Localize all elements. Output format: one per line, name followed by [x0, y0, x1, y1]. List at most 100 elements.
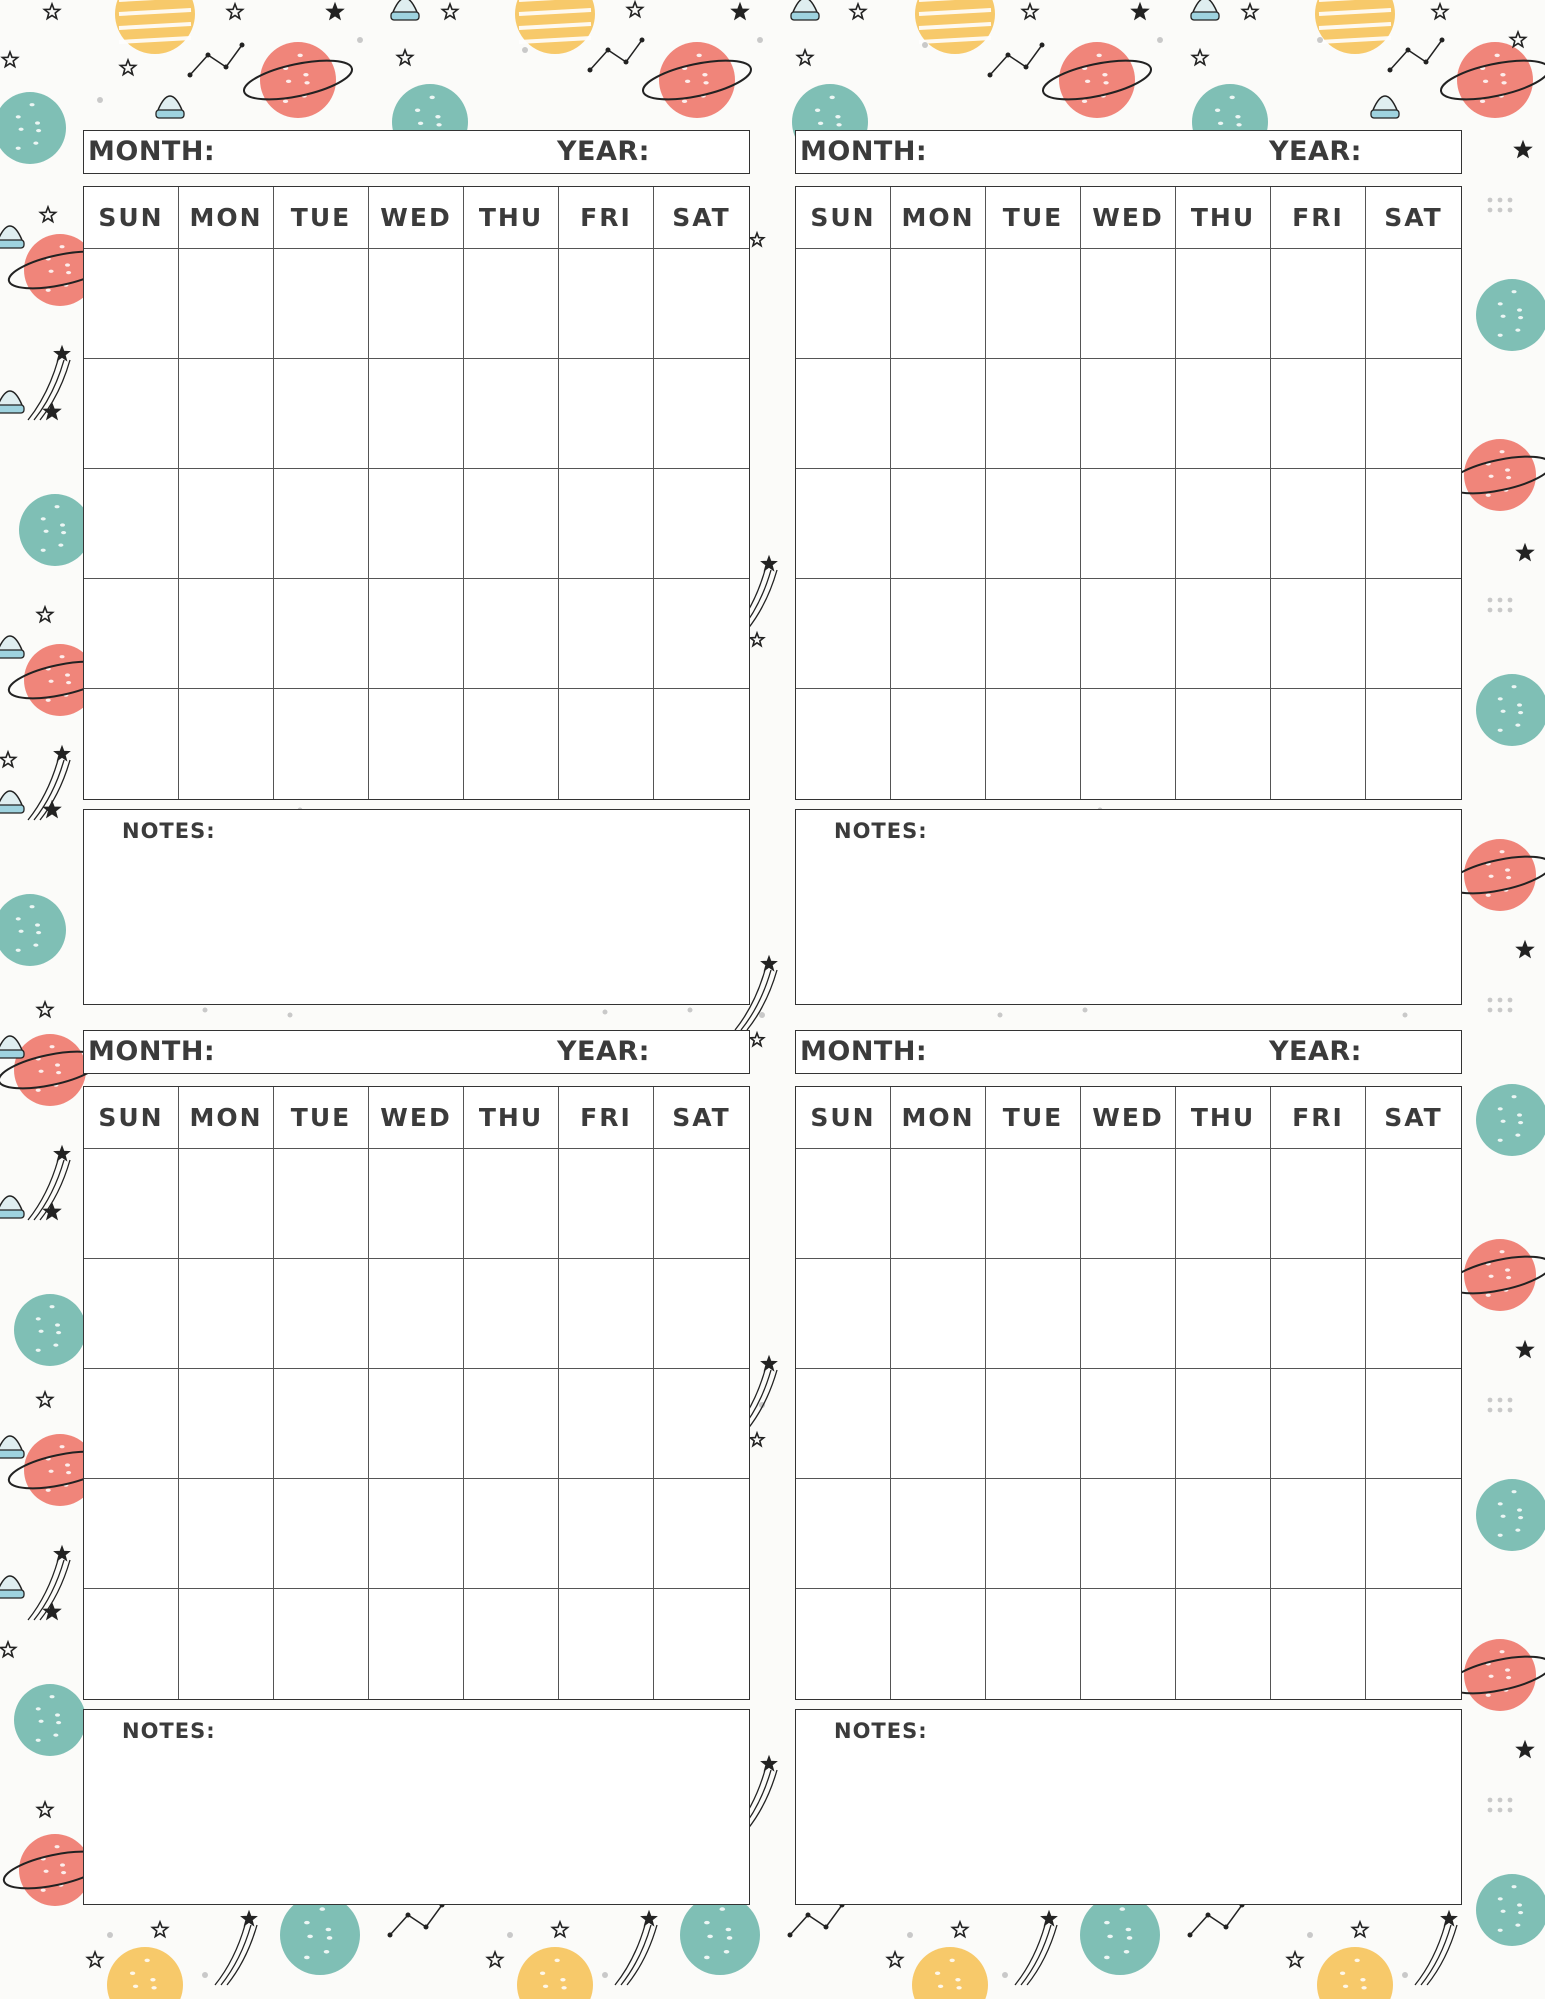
- day-cell: [891, 1259, 986, 1369]
- planet-icon: [0, 894, 66, 966]
- day-cell: [464, 1259, 559, 1369]
- day-cell: [1271, 249, 1366, 359]
- star-icon: [42, 1201, 62, 1221]
- day-cell: [1271, 359, 1366, 469]
- shooting-star-icon: [1414, 1924, 1458, 1986]
- day-header-tue: TUE: [274, 1087, 369, 1149]
- dots-icon: [107, 1932, 113, 1938]
- constellation-icon: [987, 42, 1045, 78]
- notes-box: NOTES:: [83, 809, 750, 1005]
- dots-icon: [1487, 607, 1493, 613]
- day-cell: [796, 1259, 891, 1369]
- year-label: YEAR:: [1269, 136, 1362, 167]
- star-icon: [760, 554, 778, 572]
- day-header-sat: SAT: [1366, 1087, 1461, 1149]
- day-cell: [84, 1259, 179, 1369]
- month-label: MONTH:: [800, 136, 928, 167]
- day-cell: [1271, 689, 1366, 799]
- notes-box: NOTES:: [795, 809, 1462, 1005]
- day-cell: [369, 1369, 464, 1479]
- dots-icon: [1487, 997, 1493, 1003]
- planet-icon: [280, 1895, 360, 1975]
- day-cell: [369, 1149, 464, 1259]
- day-cell: [369, 689, 464, 799]
- star-icon: [950, 1919, 970, 1939]
- day-cell: [179, 249, 274, 359]
- day-header-wed: WED: [369, 187, 464, 249]
- day-cell: [1176, 1369, 1271, 1479]
- day-cell: [796, 1149, 891, 1259]
- dots-icon: [997, 1012, 1003, 1018]
- star-icon: [748, 1430, 766, 1448]
- day-cell: [84, 689, 179, 799]
- dots-icon: [1497, 597, 1503, 603]
- month-year-header: MONTH: YEAR:: [795, 1030, 1462, 1074]
- planet-icon: [515, 0, 595, 54]
- dots-icon: [687, 1007, 693, 1013]
- star-icon: [42, 1, 62, 21]
- calendar-panel-top-left: MONTH: YEAR: SUN MON TUE WED THU FRI SAT NOTES…: [83, 130, 750, 1005]
- dots-icon: [97, 97, 103, 103]
- shooting-star-icon: [614, 1924, 658, 1986]
- day-cell: [559, 689, 654, 799]
- day-header-mon: MON: [179, 187, 274, 249]
- planet-icon: [107, 1947, 183, 1999]
- day-cell: [796, 249, 891, 359]
- calendar-panel-bottom-right: MONTH: YEAR: SUN MON TUE WED THU FRI SAT NOTES…: [795, 1030, 1462, 1905]
- star-icon: [150, 1919, 170, 1939]
- day-cell: [1366, 469, 1461, 579]
- year-label: YEAR:: [1269, 1036, 1362, 1067]
- day-cell: [559, 359, 654, 469]
- star-icon: [35, 1389, 55, 1409]
- day-cell: [891, 249, 986, 359]
- star-icon: [0, 1639, 18, 1659]
- notes-box: NOTES:: [83, 1709, 750, 1905]
- ufo-icon: [790, 0, 820, 21]
- calendar-panel-bottom-left: MONTH: YEAR: SUN MON TUE WED THU FRI SAT NOTES…: [83, 1030, 750, 1905]
- day-cell: [274, 249, 369, 359]
- day-cell: [986, 689, 1081, 799]
- day-cell: [654, 469, 749, 579]
- constellation-icon: [187, 42, 245, 78]
- dots-icon: [602, 1009, 608, 1015]
- dots-icon: [1507, 997, 1513, 1003]
- day-cell: [891, 1149, 986, 1259]
- day-cell: [179, 1369, 274, 1479]
- day-cell: [986, 1479, 1081, 1589]
- day-cell: [274, 1259, 369, 1369]
- day-cell: [891, 579, 986, 689]
- year-label: YEAR:: [557, 136, 650, 167]
- day-cell: [654, 1149, 749, 1259]
- ufo-icon: [0, 1195, 25, 1219]
- constellation-icon: [387, 1902, 445, 1938]
- star-icon: [85, 1949, 105, 1969]
- planet-icon: [7, 1434, 113, 1506]
- day-cell: [274, 469, 369, 579]
- day-cell: [179, 1259, 274, 1369]
- day-header-fri: FRI: [1271, 187, 1366, 249]
- day-cell: [464, 1479, 559, 1589]
- dots-icon: [1497, 1407, 1503, 1413]
- planet-icon: [915, 0, 995, 54]
- month-grid: SUN MON TUE WED THU FRI SAT: [795, 186, 1462, 800]
- dots-icon: [202, 1007, 208, 1013]
- day-cell: [274, 689, 369, 799]
- day-header-mon: MON: [179, 1087, 274, 1149]
- planet-icon: [1042, 42, 1152, 118]
- month-grid: SUN MON TUE WED THU FRI SAT: [795, 1086, 1462, 1700]
- day-cell: [986, 1259, 1081, 1369]
- day-cell: [1366, 1479, 1461, 1589]
- day-cell: [986, 1589, 1081, 1699]
- planet-icon: [1476, 1479, 1545, 1551]
- dots-icon: [1507, 597, 1513, 603]
- day-header-fri: FRI: [1271, 1087, 1366, 1149]
- day-cell: [1176, 689, 1271, 799]
- ufo-icon: [0, 790, 25, 814]
- star-icon: [485, 1949, 505, 1969]
- month-year-header: MONTH: YEAR:: [795, 130, 1462, 174]
- shooting-star-icon: [734, 969, 778, 1031]
- day-cell: [1176, 359, 1271, 469]
- shooting-star-icon: [27, 759, 71, 821]
- planet-icon: [115, 0, 195, 54]
